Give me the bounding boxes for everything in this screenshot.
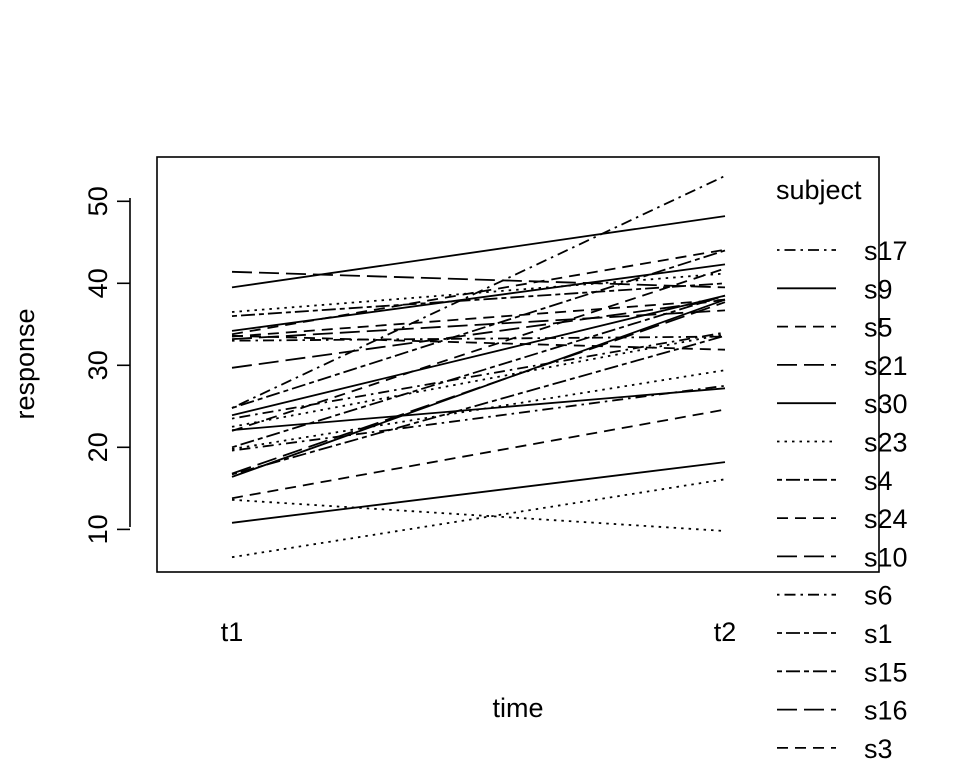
series-line-8: [231, 298, 726, 338]
series-line-10: [231, 335, 726, 342]
y-tick-label-30: 30: [83, 350, 113, 380]
series-layer: [231, 175, 726, 559]
legend-label-s21: s21: [864, 351, 908, 381]
series-line-21: [231, 384, 726, 452]
series-line-9: [231, 309, 726, 340]
y-tick-label-10: 10: [83, 514, 113, 544]
y-axis: 10 20 30 40 50: [83, 186, 131, 544]
series-line-24: [231, 334, 726, 476]
legend-label-s4: s4: [864, 466, 893, 496]
series-line-20: [231, 369, 726, 450]
series-line-2: [231, 270, 726, 289]
series-line-4: [231, 263, 726, 332]
legend-label-s30: s30: [864, 389, 908, 419]
series-line-7: [231, 282, 726, 317]
series-line-15: [231, 267, 726, 432]
legend-label-s16: s16: [864, 696, 908, 726]
legend-title: subject: [776, 175, 862, 205]
y-tick-label-20: 20: [83, 432, 113, 462]
series-line-3: [231, 175, 726, 409]
series-line-23: [231, 298, 726, 478]
y-tick-label-50: 50: [83, 186, 113, 216]
series-line-27: [231, 461, 726, 524]
series-line-16: [231, 331, 726, 420]
series-line-11: [231, 334, 726, 351]
x-axis-label: time: [492, 693, 543, 723]
x-tick-label-t1: t1: [221, 617, 244, 647]
legend-label-s5: s5: [864, 313, 893, 343]
legend-label-s15: s15: [864, 657, 908, 687]
series-line-5: [231, 248, 726, 336]
legend-label-s9: s9: [864, 274, 893, 304]
series-line-26: [231, 498, 726, 532]
legend-label-s10: s10: [864, 542, 908, 572]
plot-area-frame: [156, 156, 880, 573]
series-line-1: [231, 215, 726, 289]
legend-label-s23: s23: [864, 428, 908, 458]
x-axis: t1 t2: [221, 617, 737, 647]
series-line-25: [231, 408, 726, 500]
legend: subject s17 s9 s5 s21 s30 s23 s4 s24 s10 s6 s1 s15 s…: [776, 175, 908, 764]
series-line-19: [231, 294, 726, 449]
y-axis-label: response: [10, 308, 40, 419]
series-line-13: [231, 249, 726, 409]
legend-label-s17: s17: [864, 236, 908, 266]
legend-label-s6: s6: [864, 581, 893, 611]
legend-label-s3: s3: [864, 734, 893, 764]
series-line-17: [231, 333, 726, 428]
y-tick-label-40: 40: [83, 268, 113, 298]
x-tick-label-t2: t2: [714, 617, 737, 647]
series-line-12: [231, 298, 726, 369]
legend-label-s1: s1: [864, 619, 893, 649]
legend-label-s24: s24: [864, 504, 908, 534]
series-line-28: [231, 478, 726, 559]
series-line-14: [231, 294, 726, 417]
